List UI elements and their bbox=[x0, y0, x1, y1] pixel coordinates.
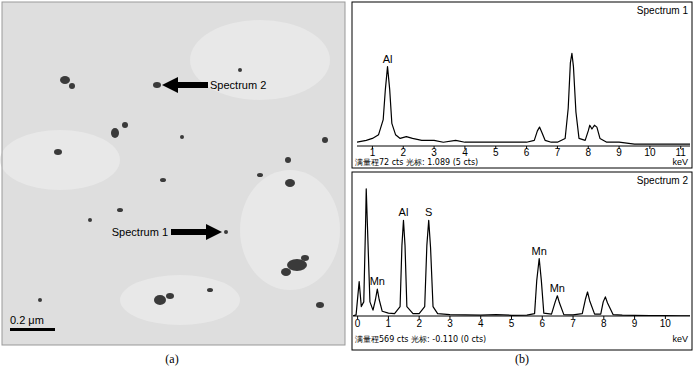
particle bbox=[166, 293, 174, 299]
chart-frame bbox=[352, 2, 692, 168]
data-group bbox=[357, 53, 690, 144]
data-group bbox=[353, 189, 690, 316]
x-tick-label: 0 bbox=[355, 318, 361, 329]
chart-title: Spectrum 1 bbox=[637, 5, 689, 16]
particle bbox=[154, 295, 166, 305]
micrograph-panel: Spectrum 2 Spectrum 1 0.2 μm bbox=[0, 2, 345, 345]
x-tick-label: 9 bbox=[632, 318, 638, 329]
arrow-head bbox=[206, 224, 222, 240]
x-tick-label: 2 bbox=[400, 147, 406, 158]
particle bbox=[238, 68, 242, 72]
x-tick-label: 6 bbox=[524, 147, 530, 158]
particle bbox=[322, 137, 328, 143]
x-tick-label: 3 bbox=[447, 318, 453, 329]
particle bbox=[285, 179, 295, 187]
x-tick-label: 2 bbox=[416, 318, 422, 329]
particle bbox=[281, 268, 291, 276]
x-axis-label: keV bbox=[672, 157, 688, 167]
micrograph-patch bbox=[240, 170, 340, 290]
x-tick-label: 4 bbox=[478, 318, 484, 329]
x-tick-label: 5 bbox=[509, 318, 515, 329]
spectrum-line bbox=[357, 53, 690, 144]
x-tick-label: 8 bbox=[585, 147, 591, 158]
peak-label: Mn bbox=[550, 282, 565, 294]
panel-label: (b) bbox=[515, 352, 529, 366]
particle bbox=[122, 122, 128, 128]
micrograph-patch bbox=[190, 20, 330, 100]
particle bbox=[111, 128, 119, 138]
x-tick-label: 6 bbox=[539, 318, 545, 329]
scale-bar-label: 0.2 μm bbox=[10, 314, 44, 326]
peak-label: Mn bbox=[532, 245, 547, 257]
particle bbox=[54, 149, 62, 155]
particle bbox=[60, 76, 70, 84]
particle bbox=[153, 82, 161, 88]
micrograph-patch bbox=[120, 275, 240, 325]
x-tick-label: 9 bbox=[616, 147, 622, 158]
x-axis-label: keV bbox=[672, 334, 688, 344]
particle bbox=[160, 178, 166, 182]
chart-frame bbox=[352, 172, 692, 350]
particle bbox=[117, 208, 123, 212]
spectrum-line bbox=[353, 189, 690, 316]
x-tick-label: 1 bbox=[370, 147, 376, 158]
spectrum-label: Spectrum 1 bbox=[112, 226, 168, 238]
micrograph-frame bbox=[2, 2, 345, 345]
x-tick-label: 10 bbox=[644, 147, 656, 158]
x-tick-label: 7 bbox=[570, 318, 576, 329]
x-tick-label: 5 bbox=[493, 147, 499, 158]
particle bbox=[224, 230, 228, 234]
x-tick-label: 3 bbox=[431, 147, 437, 158]
particle bbox=[207, 288, 213, 292]
particle bbox=[285, 157, 291, 163]
particle bbox=[88, 218, 92, 222]
particle bbox=[316, 302, 324, 308]
peak-label: Al bbox=[383, 53, 393, 65]
peak-label: S bbox=[425, 206, 432, 218]
arrow-head bbox=[162, 77, 178, 93]
x-tick-label: 4 bbox=[462, 147, 468, 158]
arrow-shaft bbox=[176, 82, 208, 88]
figure: Spectrum 2 Spectrum 1 0.2 μm (a) (b) 1 2 3 4 5 6 7 8… bbox=[0, 0, 700, 370]
particle bbox=[38, 298, 42, 302]
particle bbox=[69, 83, 75, 89]
footer-text: 满量程72 cts 光标: 1.089 (5 cts) bbox=[355, 158, 478, 167]
x-tick-label: 7 bbox=[555, 147, 561, 158]
peak-label: Mn bbox=[370, 275, 385, 287]
peak-label: Al bbox=[399, 206, 409, 218]
scale-bar bbox=[10, 328, 55, 331]
particle bbox=[180, 135, 184, 139]
particle bbox=[257, 173, 263, 177]
footer-text: 满量程569 cts 光标: -0.110 (0 cts) bbox=[355, 335, 486, 344]
spectrum-label: Spectrum 2 bbox=[210, 79, 266, 91]
x-tick-label: 8 bbox=[601, 318, 607, 329]
particle bbox=[301, 255, 309, 261]
panel-label: (a) bbox=[165, 352, 178, 366]
arrow-shaft bbox=[171, 229, 207, 235]
x-tick-label: 10 bbox=[660, 318, 672, 329]
spectrum-chart: 1234567891011AlSpectrum 1keV满量程72 cts 光标… bbox=[352, 2, 692, 168]
micrograph-patch bbox=[0, 130, 120, 190]
spectrum-chart: 0 1 2 3 4 5 6 7 8 9 10 Mn Al S Mn Mn Spectrum 2 keV 满量程569… bbox=[352, 172, 692, 350]
chart-title: Spectrum 2 bbox=[637, 175, 689, 186]
x-tick-label: 1 bbox=[386, 318, 392, 329]
